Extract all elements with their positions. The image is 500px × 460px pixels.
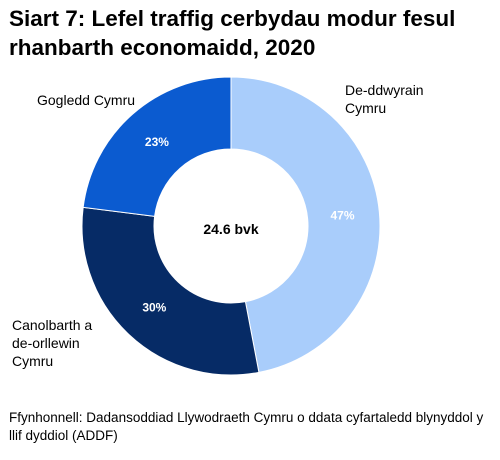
category-label: Gogledd Cymru [37, 92, 135, 108]
category-label: De-ddwyrain Cymru [345, 82, 424, 116]
donut-slices [81, 76, 381, 376]
donut-slice [230, 76, 381, 373]
slice-value-label: 30% [142, 301, 166, 315]
donut-center-label: 24.6 bvk [203, 221, 258, 237]
category-label: Canolbarth a de-orllewin Cymru [12, 317, 92, 369]
category-labels: De-ddwyrain Cymru Canolbarth a de-orllewin C… [12, 82, 424, 369]
chart-title: Siart 7: Lefel traffig cerbydau modur fe… [9, 6, 456, 60]
source-note: Ffynhonnell: Dadansoddiad Llywodraeth Cy… [9, 410, 484, 443]
slice-value-label: 23% [145, 135, 169, 149]
donut-slice [81, 206, 260, 376]
slice-value-labels: 47% 30% 23% [142, 135, 355, 315]
donut-slice [82, 76, 232, 217]
slice-value-label: 47% [330, 208, 354, 222]
